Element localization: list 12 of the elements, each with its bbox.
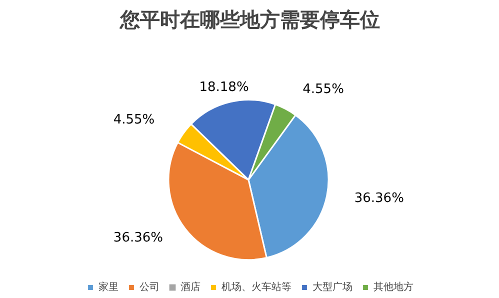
data-label: 18.18%: [199, 80, 249, 95]
legend-label: 机场、火车站等: [222, 280, 292, 294]
legend-label: 大型广场: [312, 280, 352, 294]
chart-title: 您平时在哪些地方需要停车位: [119, 8, 380, 32]
data-label: 36.36%: [113, 230, 164, 246]
legend-label: 公司: [140, 281, 160, 294]
legend-label: 其他地方: [374, 280, 414, 294]
data-label: 36.36%: [354, 191, 404, 206]
legend-label: 家里: [98, 280, 118, 294]
data-label: 4.55%: [302, 82, 344, 98]
legend-label: 酒店: [180, 280, 200, 294]
data-label: 4.55%: [113, 112, 155, 128]
